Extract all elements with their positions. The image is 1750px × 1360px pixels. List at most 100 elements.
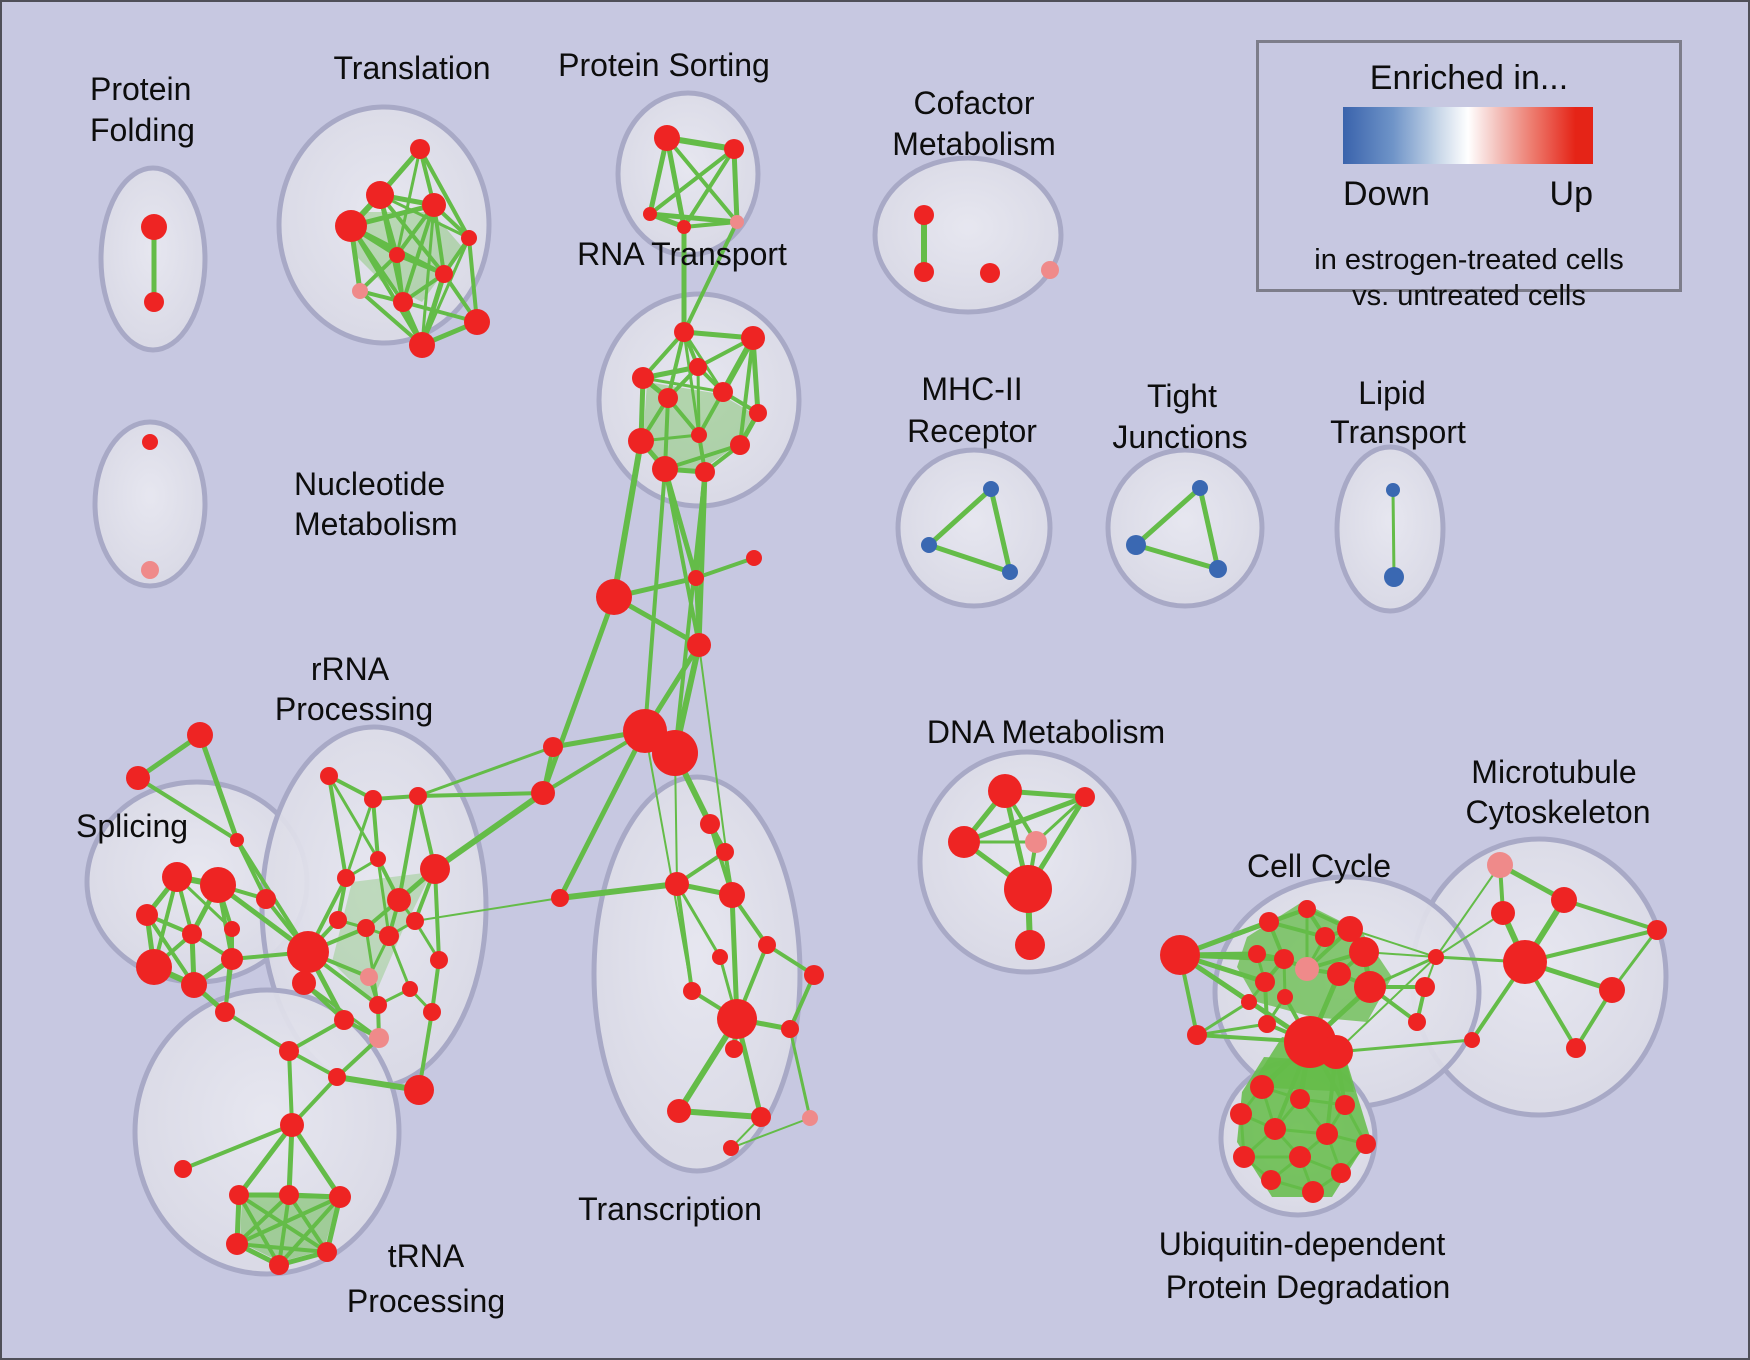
gene-set-node-t12[interactable]	[804, 965, 824, 985]
gene-set-node-tn1[interactable]	[174, 1160, 192, 1178]
gene-set-node-tr10[interactable]	[464, 309, 490, 335]
gene-set-node-rr1[interactable]	[320, 767, 338, 785]
gene-set-node-lt2[interactable]	[1384, 567, 1404, 587]
gene-set-node-dm6[interactable]	[1015, 930, 1045, 960]
gene-set-node-t1[interactable]	[700, 814, 720, 834]
gene-set-node-rr4[interactable]	[531, 781, 555, 805]
gene-set-node-sp3[interactable]	[136, 904, 158, 926]
gene-set-node-cc5[interactable]	[1274, 949, 1294, 969]
gene-set-node-rt10[interactable]	[652, 456, 678, 482]
gene-set-node-rt9[interactable]	[691, 427, 707, 443]
gene-set-node-rr24[interactable]	[404, 1075, 434, 1105]
gene-set-node-tr7[interactable]	[435, 265, 453, 283]
gene-set-node-rr10[interactable]	[357, 919, 375, 937]
gene-set-node-k2[interactable]	[688, 570, 704, 586]
gene-set-node-mt5[interactable]	[1599, 977, 1625, 1003]
gene-set-node-sp6[interactable]	[136, 949, 172, 985]
gene-set-node-cc14[interactable]	[1187, 1025, 1207, 1045]
gene-set-node-cm1[interactable]	[914, 205, 934, 225]
gene-set-node-cc17[interactable]	[1258, 1015, 1276, 1033]
gene-set-node-tr9[interactable]	[393, 292, 413, 312]
gene-set-node-t6[interactable]	[758, 936, 776, 954]
gene-set-node-sp5[interactable]	[224, 921, 240, 937]
gene-set-node-ub5[interactable]	[1264, 1118, 1286, 1140]
gene-set-node-ub12[interactable]	[1302, 1181, 1324, 1203]
gene-set-node-rr23[interactable]	[328, 1068, 346, 1086]
gene-set-node-t15[interactable]	[802, 1110, 818, 1126]
gene-set-node-sp2[interactable]	[200, 867, 236, 903]
gene-set-node-t4[interactable]	[551, 889, 569, 907]
gene-set-node-hub2[interactable]	[652, 730, 698, 776]
gene-set-node-ub2[interactable]	[1290, 1089, 1310, 1109]
gene-set-node-t5[interactable]	[719, 882, 745, 908]
gene-set-node-rt8[interactable]	[628, 428, 654, 454]
gene-set-node-tr2[interactable]	[366, 181, 394, 209]
gene-set-node-cc2[interactable]	[1298, 900, 1316, 918]
gene-set-node-tj3[interactable]	[1209, 560, 1227, 578]
gene-set-node-L1[interactable]	[543, 737, 563, 757]
gene-set-node-rt1[interactable]	[674, 322, 694, 342]
gene-set-node-rt4[interactable]	[632, 367, 654, 389]
gene-set-node-rr20[interactable]	[369, 1028, 389, 1048]
gene-set-node-t2[interactable]	[716, 843, 734, 861]
gene-set-node-rt12[interactable]	[730, 435, 750, 455]
gene-set-node-pf1[interactable]	[141, 214, 167, 240]
gene-set-node-cc16[interactable]	[1277, 989, 1293, 1005]
gene-set-node-rt3[interactable]	[689, 358, 707, 376]
gene-set-node-tr5[interactable]	[461, 230, 477, 246]
gene-set-node-rr3[interactable]	[409, 787, 427, 805]
gene-set-node-rr14[interactable]	[360, 968, 378, 986]
gene-set-node-rr15[interactable]	[402, 981, 418, 997]
gene-set-node-lt1[interactable]	[1386, 483, 1400, 497]
gene-set-node-tn7[interactable]	[269, 1255, 289, 1275]
gene-set-node-rr16[interactable]	[430, 951, 448, 969]
gene-set-node-rr2[interactable]	[364, 790, 382, 808]
gene-set-node-t11[interactable]	[725, 1040, 743, 1058]
gene-set-node-dm4[interactable]	[1025, 831, 1047, 853]
gene-set-node-t14[interactable]	[751, 1107, 771, 1127]
gene-set-node-rt11[interactable]	[695, 462, 715, 482]
gene-set-node-mtHub[interactable]	[1503, 940, 1547, 984]
gene-set-node-mt3[interactable]	[1491, 901, 1515, 925]
gene-set-node-t9[interactable]	[717, 999, 757, 1039]
gene-set-node-ub3[interactable]	[1335, 1095, 1355, 1115]
gene-set-node-ub8[interactable]	[1233, 1146, 1255, 1168]
gene-set-node-rr13[interactable]	[292, 971, 316, 995]
gene-set-node-x2[interactable]	[126, 766, 150, 790]
gene-set-node-rrH[interactable]	[287, 931, 329, 973]
gene-set-node-cc9[interactable]	[1349, 937, 1379, 967]
gene-set-node-k4[interactable]	[746, 550, 762, 566]
gene-set-node-nm1[interactable]	[142, 434, 158, 450]
gene-set-node-rt5[interactable]	[713, 382, 733, 402]
gene-set-node-tn0[interactable]	[280, 1113, 304, 1137]
gene-set-node-cm3[interactable]	[980, 263, 1000, 283]
gene-set-node-ub9[interactable]	[1289, 1146, 1311, 1168]
gene-set-node-mt2[interactable]	[1551, 887, 1577, 913]
gene-set-node-tn3[interactable]	[279, 1185, 299, 1205]
gene-set-node-mh2[interactable]	[921, 537, 937, 553]
gene-set-node-rr22[interactable]	[279, 1041, 299, 1061]
gene-set-node-mh1[interactable]	[983, 481, 999, 497]
gene-set-node-tr8[interactable]	[352, 283, 368, 299]
gene-set-node-sp7[interactable]	[181, 972, 207, 998]
gene-set-node-cc1[interactable]	[1259, 912, 1279, 932]
gene-set-node-rr5[interactable]	[370, 851, 386, 867]
gene-set-node-ccL[interactable]	[1160, 935, 1200, 975]
gene-set-node-t10[interactable]	[781, 1020, 799, 1038]
gene-set-node-nm2[interactable]	[141, 561, 159, 579]
gene-set-node-t8[interactable]	[683, 982, 701, 1000]
gene-set-node-ps4[interactable]	[677, 220, 691, 234]
gene-set-node-dm2[interactable]	[1075, 787, 1095, 807]
gene-set-node-cc18[interactable]	[1415, 977, 1435, 997]
gene-set-node-ub4[interactable]	[1230, 1103, 1252, 1125]
gene-set-node-tr4[interactable]	[335, 210, 367, 242]
gene-set-node-m0[interactable]	[1428, 949, 1444, 965]
gene-set-node-ub10[interactable]	[1331, 1163, 1351, 1183]
gene-set-node-ps1[interactable]	[654, 125, 680, 151]
gene-set-node-rr8[interactable]	[387, 888, 411, 912]
gene-set-node-tr3[interactable]	[422, 193, 446, 217]
gene-set-node-sp8[interactable]	[221, 948, 243, 970]
gene-set-node-cc19[interactable]	[1408, 1013, 1426, 1031]
gene-set-node-cc6[interactable]	[1295, 957, 1319, 981]
gene-set-node-t3[interactable]	[665, 872, 689, 896]
